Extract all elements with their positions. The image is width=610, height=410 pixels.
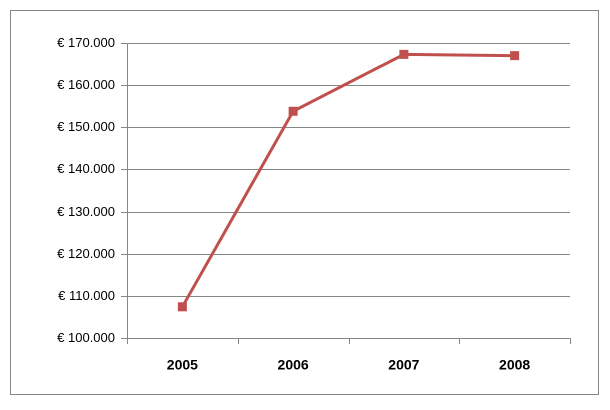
x-tick-label: 2008 xyxy=(499,357,530,373)
point-marker xyxy=(399,49,409,59)
y-tick-label: € 110.000 xyxy=(58,288,115,303)
x-tick-label: 2006 xyxy=(278,357,309,373)
x-tick-label: 2007 xyxy=(388,357,419,373)
y-tick-label: € 150.000 xyxy=(57,119,115,134)
y-tick-label: € 100.000 xyxy=(57,330,115,345)
chart-frame xyxy=(10,10,599,395)
point-marker xyxy=(288,106,298,116)
series-line xyxy=(181,52,515,308)
point-marker xyxy=(510,51,520,61)
y-tick-label: € 120.000 xyxy=(57,246,115,261)
y-tick-label: € 170.000 xyxy=(57,35,115,50)
y-tick-label: € 140.000 xyxy=(57,161,115,176)
y-tick-label: € 130.000 xyxy=(57,204,115,219)
x-tick-label: 2005 xyxy=(167,357,198,373)
point-marker xyxy=(177,302,187,312)
y-tick-label: € 160.000 xyxy=(57,77,115,92)
